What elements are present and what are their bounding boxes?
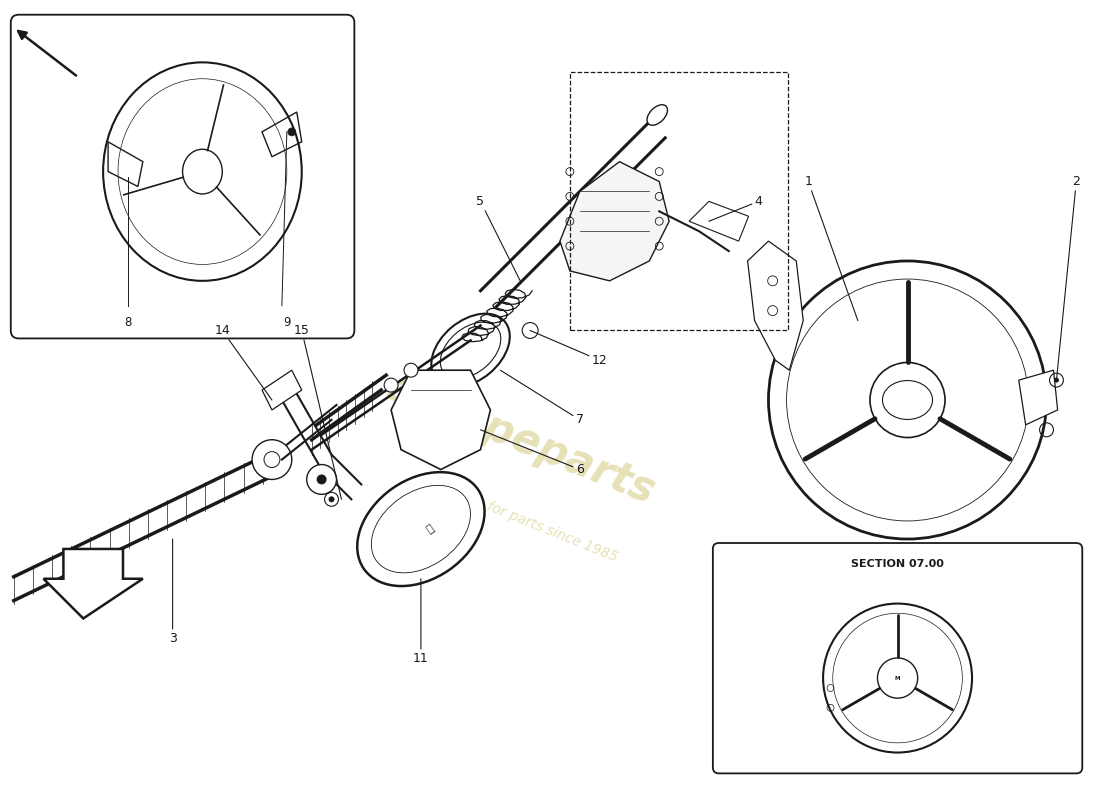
- Circle shape: [786, 279, 1028, 521]
- Circle shape: [404, 363, 418, 377]
- Text: 6: 6: [481, 430, 584, 476]
- Circle shape: [823, 603, 972, 753]
- Text: 14: 14: [214, 324, 272, 400]
- Text: 1: 1: [804, 175, 858, 321]
- Circle shape: [307, 465, 337, 494]
- Ellipse shape: [372, 486, 471, 573]
- Ellipse shape: [358, 472, 485, 586]
- Text: 8: 8: [124, 315, 132, 329]
- Text: 𝒥: 𝒥: [426, 523, 437, 535]
- Text: 7: 7: [500, 370, 584, 426]
- FancyBboxPatch shape: [11, 14, 354, 338]
- Circle shape: [317, 474, 327, 485]
- Circle shape: [384, 378, 398, 392]
- Text: SECTION 07.00: SECTION 07.00: [851, 559, 944, 569]
- Text: 2: 2: [1056, 175, 1080, 380]
- Polygon shape: [689, 202, 749, 241]
- Text: 5: 5: [476, 195, 520, 281]
- Text: 4: 4: [708, 195, 762, 222]
- Text: 3: 3: [168, 539, 177, 645]
- Polygon shape: [392, 370, 491, 470]
- Polygon shape: [560, 162, 669, 281]
- FancyBboxPatch shape: [713, 543, 1082, 774]
- Polygon shape: [262, 370, 301, 410]
- Circle shape: [329, 496, 334, 502]
- Polygon shape: [1019, 370, 1057, 425]
- Text: 12: 12: [530, 330, 607, 366]
- Polygon shape: [748, 241, 803, 370]
- Bar: [570, 72, 789, 330]
- Ellipse shape: [440, 322, 500, 378]
- Circle shape: [288, 128, 296, 136]
- Circle shape: [833, 614, 962, 743]
- Circle shape: [870, 362, 945, 438]
- Text: 9: 9: [283, 315, 290, 329]
- Polygon shape: [44, 549, 143, 618]
- Text: M: M: [894, 675, 900, 681]
- Circle shape: [1054, 378, 1059, 382]
- Ellipse shape: [647, 105, 668, 126]
- Circle shape: [769, 261, 1046, 539]
- Text: 15: 15: [294, 324, 341, 499]
- Text: 11: 11: [412, 578, 429, 665]
- Text: europeparts: europeparts: [378, 366, 661, 513]
- Circle shape: [878, 658, 917, 698]
- Circle shape: [252, 440, 292, 479]
- Ellipse shape: [882, 381, 933, 419]
- Ellipse shape: [431, 314, 509, 387]
- Text: a passion for parts since 1985: a passion for parts since 1985: [420, 474, 620, 565]
